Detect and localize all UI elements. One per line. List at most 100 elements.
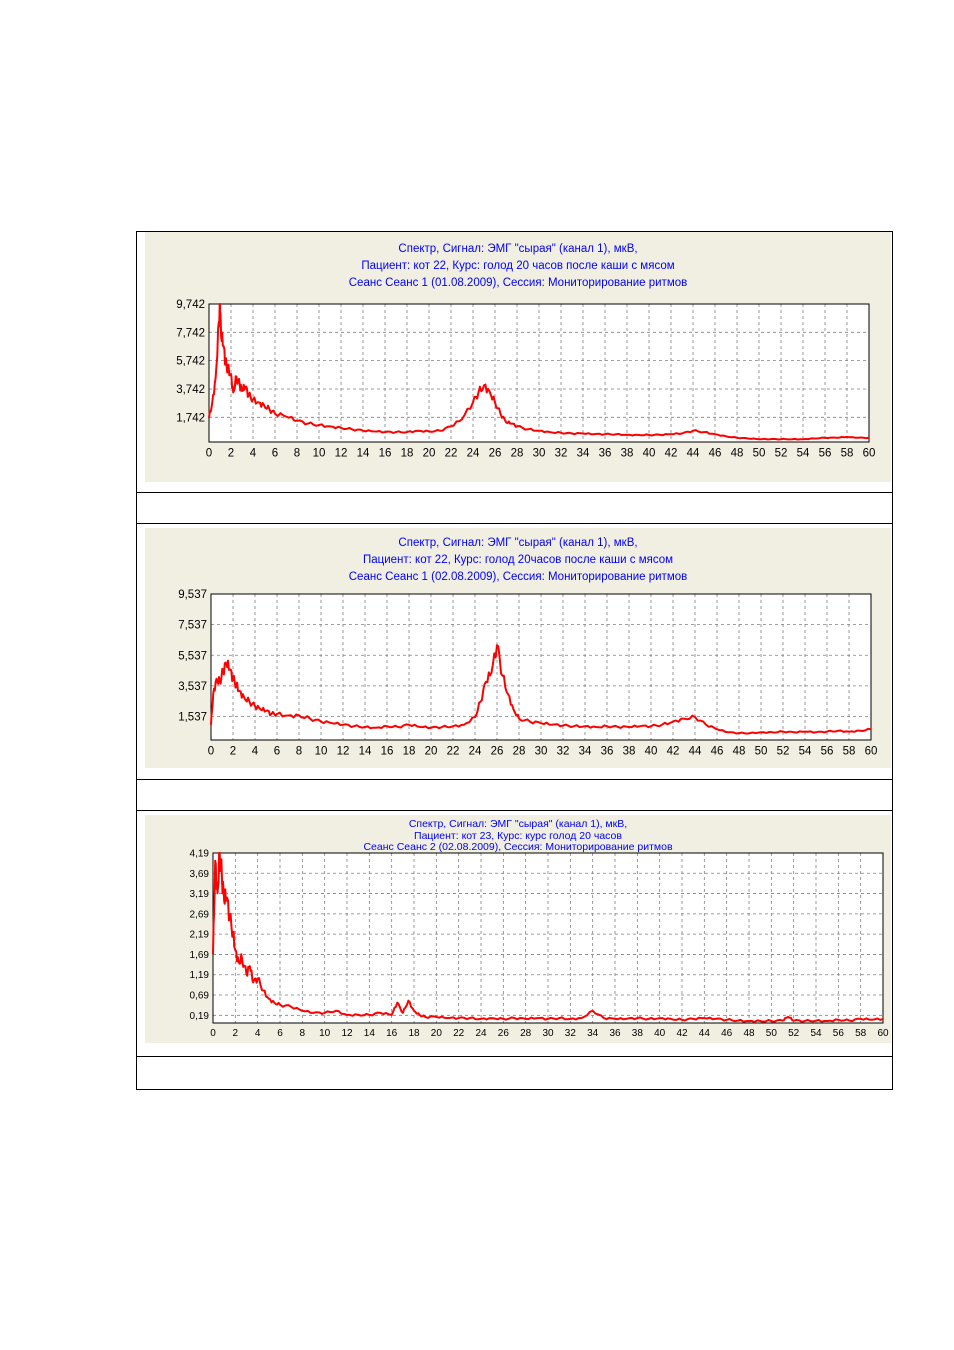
x-tick-label: 36 [609, 1028, 621, 1039]
x-tick-label: 52 [788, 1028, 800, 1039]
x-tick-label: 2 [228, 448, 234, 460]
y-tick-label: 9,742 [176, 299, 205, 311]
plot-frame [210, 593, 872, 741]
y-tick-label: 3,537 [178, 681, 207, 693]
x-tick-label: 0 [210, 1028, 216, 1039]
y-tick-label: 7,537 [178, 620, 207, 632]
caption-row-2 [137, 779, 892, 811]
x-tick-label: 34 [587, 1028, 599, 1039]
x-tick-label: 24 [467, 448, 480, 460]
chart-title-line: Сеанс Сеанс 1 (01.08.2009), Сессия: Мони… [349, 277, 688, 289]
y-tick-label: 0,69 [190, 991, 210, 1002]
x-tick-label: 16 [379, 448, 392, 460]
x-tick-label: 12 [341, 1028, 353, 1039]
y-tick-label: 1,19 [190, 970, 210, 981]
chart-panel-2: Спектр, Сигнал: ЭМГ "сырая" (канал 1), м… [145, 528, 891, 768]
x-tick-label: 28 [513, 746, 526, 758]
x-tick-label: 26 [491, 746, 504, 758]
spectrum-chart-2: Спектр, Сигнал: ЭМГ "сырая" (канал 1), м… [178, 537, 877, 758]
x-tick-label: 20 [431, 1028, 443, 1039]
chart-row-2: Спектр, Сигнал: ЭМГ "сырая" (канал 1), м… [137, 524, 892, 779]
x-tick-label: 38 [621, 448, 634, 460]
x-tick-label: 56 [833, 1028, 845, 1039]
chart-title-line: Сеанс Сеанс 1 (02.08.2009), Сессия: Мони… [349, 571, 688, 583]
x-tick-label: 10 [319, 1028, 331, 1039]
x-tick-label: 32 [565, 1028, 577, 1039]
y-tick-label: 4,19 [190, 849, 210, 860]
x-tick-label: 48 [743, 1028, 755, 1039]
x-tick-label: 36 [601, 746, 614, 758]
x-tick-label: 18 [403, 746, 416, 758]
x-tick-label: 22 [447, 746, 460, 758]
x-tick-label: 60 [863, 448, 876, 460]
x-tick-label: 0 [208, 746, 214, 758]
x-tick-label: 44 [689, 746, 702, 758]
y-tick-label: 9,537 [178, 589, 207, 601]
spectrum-chart-1: Спектр, Сигнал: ЭМГ "сырая" (канал 1), м… [176, 243, 876, 460]
x-tick-label: 6 [277, 1028, 283, 1039]
x-tick-label: 34 [577, 448, 590, 460]
x-tick-label: 4 [252, 746, 259, 758]
x-tick-label: 36 [599, 448, 612, 460]
x-tick-label: 44 [699, 1028, 711, 1039]
x-tick-label: 48 [733, 746, 746, 758]
x-tick-label: 6 [272, 448, 278, 460]
x-tick-label: 32 [557, 746, 570, 758]
y-tick-label: 1,69 [190, 950, 210, 961]
x-tick-label: 60 [877, 1028, 889, 1039]
x-tick-label: 38 [632, 1028, 644, 1039]
chart-title-line: Спектр, Сигнал: ЭМГ "сырая" (канал 1), м… [409, 818, 627, 830]
x-tick-label: 56 [821, 746, 834, 758]
x-tick-label: 22 [445, 448, 458, 460]
chart-title-line: Пациент: кот 22, Курс: голод 20 часов по… [361, 260, 674, 272]
x-tick-label: 2 [233, 1028, 239, 1039]
x-tick-label: 32 [555, 448, 568, 460]
x-tick-label: 30 [535, 746, 548, 758]
x-tick-label: 16 [381, 746, 394, 758]
x-tick-label: 14 [357, 448, 370, 460]
x-tick-label: 28 [511, 448, 524, 460]
x-tick-label: 26 [489, 448, 502, 460]
x-tick-label: 22 [453, 1028, 465, 1039]
x-tick-label: 30 [533, 448, 546, 460]
x-tick-label: 6 [274, 746, 280, 758]
x-tick-label: 40 [654, 1028, 666, 1039]
x-tick-label: 50 [766, 1028, 778, 1039]
x-tick-label: 18 [401, 448, 414, 460]
x-tick-label: 56 [819, 448, 832, 460]
x-tick-label: 50 [755, 746, 768, 758]
x-tick-label: 10 [315, 746, 328, 758]
x-tick-label: 52 [777, 746, 790, 758]
x-tick-label: 8 [296, 746, 302, 758]
chart-panel-1: Спектр, Сигнал: ЭМГ "сырая" (канал 1), м… [145, 232, 891, 482]
y-tick-label: 1,742 [176, 412, 205, 424]
x-tick-label: 50 [753, 448, 766, 460]
spectrum-chart-3: Спектр, Сигнал: ЭМГ "сырая" (канал 1), м… [190, 818, 889, 1039]
y-tick-label: 5,537 [178, 650, 207, 662]
x-tick-label: 40 [645, 746, 658, 758]
x-tick-label: 54 [810, 1028, 822, 1039]
x-tick-label: 4 [255, 1028, 261, 1039]
y-tick-label: 1,537 [178, 711, 207, 723]
x-tick-label: 40 [643, 448, 656, 460]
x-tick-label: 58 [843, 746, 856, 758]
x-tick-label: 8 [294, 448, 300, 460]
x-tick-label: 14 [364, 1028, 376, 1039]
chart-title-line: Сеанс Сеанс 2 (02.08.2009), Сессия: Мони… [363, 841, 672, 853]
x-tick-label: 58 [841, 448, 854, 460]
x-tick-label: 42 [665, 448, 678, 460]
x-tick-label: 8 [300, 1028, 306, 1039]
x-tick-label: 42 [667, 746, 680, 758]
x-tick-label: 54 [797, 448, 810, 460]
x-tick-label: 34 [579, 746, 592, 758]
x-tick-label: 4 [250, 448, 257, 460]
x-tick-label: 54 [799, 746, 812, 758]
chart-panel-3: Спектр, Сигнал: ЭМГ "сырая" (канал 1), м… [145, 815, 891, 1043]
y-tick-label: 3,69 [190, 869, 210, 880]
x-tick-label: 18 [408, 1028, 420, 1039]
chart-title-line: Пациент: кот 23, Курс: курс голод 20 час… [414, 830, 622, 842]
y-tick-label: 7,742 [176, 327, 205, 339]
chart-title-line: Спектр, Сигнал: ЭМГ "сырая" (канал 1), м… [398, 537, 637, 549]
x-tick-label: 46 [721, 1028, 733, 1039]
plot-frame [208, 303, 870, 443]
